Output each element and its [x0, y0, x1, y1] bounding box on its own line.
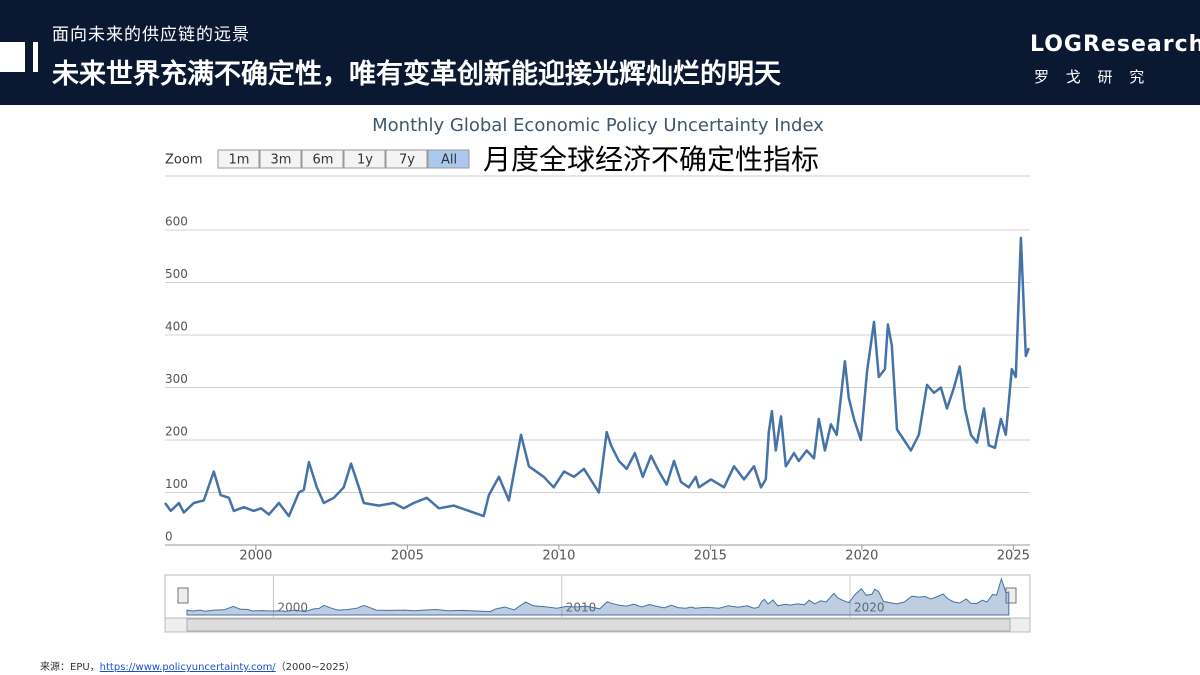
zoom-button[interactable] [259, 149, 302, 169]
annotation: 月度全球经济不确定性指标 [483, 143, 819, 176]
zoom-button-label: 7y [399, 153, 415, 168]
data-line [163, 236, 1030, 518]
zoom-button-label: 1y [357, 153, 373, 168]
y-tick-label: 600 [165, 215, 188, 229]
source-suffix: （2000~2025） [275, 662, 355, 673]
zoom-label: Zoom [165, 153, 202, 168]
zoom-button-label: 1m [229, 153, 250, 168]
x-tick-label: 2010 [542, 549, 575, 564]
y-tick-label: 400 [165, 320, 188, 334]
source: 来源：EPU，https://www.policyuncertainty.com… [40, 658, 355, 673]
zoom-button[interactable] [301, 149, 344, 169]
accent-bar [33, 42, 38, 72]
x-tick-label: 2015 [694, 549, 727, 564]
header-bar: 面向未来的供应链的远景 未来世界充满不确定性，唯有变革创新能迎接光辉灿烂的明天 … [0, 0, 1200, 105]
zoom-button-label: All [441, 153, 457, 168]
source-prefix: 来源：EPU， [40, 662, 100, 673]
zoom-button-label: 3m [271, 153, 292, 168]
x-tick-label: 2000 [239, 549, 272, 564]
zoom-button[interactable] [343, 149, 386, 169]
zoom-button-label: 6m [313, 153, 334, 168]
x-tick-label: 2025 [997, 549, 1030, 564]
zoom-button[interactable] [385, 149, 428, 169]
x-tick-label: 2020 [845, 549, 878, 564]
navigator-tick-label: 2020 [854, 601, 885, 615]
y-tick-label: 100 [165, 477, 188, 491]
y-tick-label: 200 [165, 425, 188, 439]
navigator-tick-label: 2010 [566, 601, 597, 615]
zoom-button[interactable] [427, 149, 470, 169]
navigator-handle[interactable] [177, 587, 189, 604]
navigator-handle[interactable] [1005, 587, 1017, 604]
accent-block [0, 42, 25, 72]
x-tick-label: 2005 [391, 549, 424, 564]
logo-brand: LOGResearch [1030, 32, 1200, 57]
y-tick-label: 300 [165, 372, 188, 386]
navigator-area [186, 577, 1010, 616]
scrollbar-thumb[interactable] [186, 618, 1011, 632]
y-tick-label: 0 [165, 530, 173, 544]
y-tick-label: 500 [165, 267, 188, 281]
source-link[interactable]: https://www.policyuncertainty.com/ [99, 662, 276, 673]
zoom-button[interactable] [217, 149, 260, 169]
header-title: 未来世界充满不确定性，唯有变革创新能迎接光辉灿烂的明天 [52, 59, 781, 90]
logo-name: 罗 戈 研 究 [1034, 68, 1151, 86]
header-subtitle: 面向未来的供应链的远景 [52, 25, 250, 45]
chart-title: Monthly Global Economic Policy Uncertain… [372, 115, 824, 136]
